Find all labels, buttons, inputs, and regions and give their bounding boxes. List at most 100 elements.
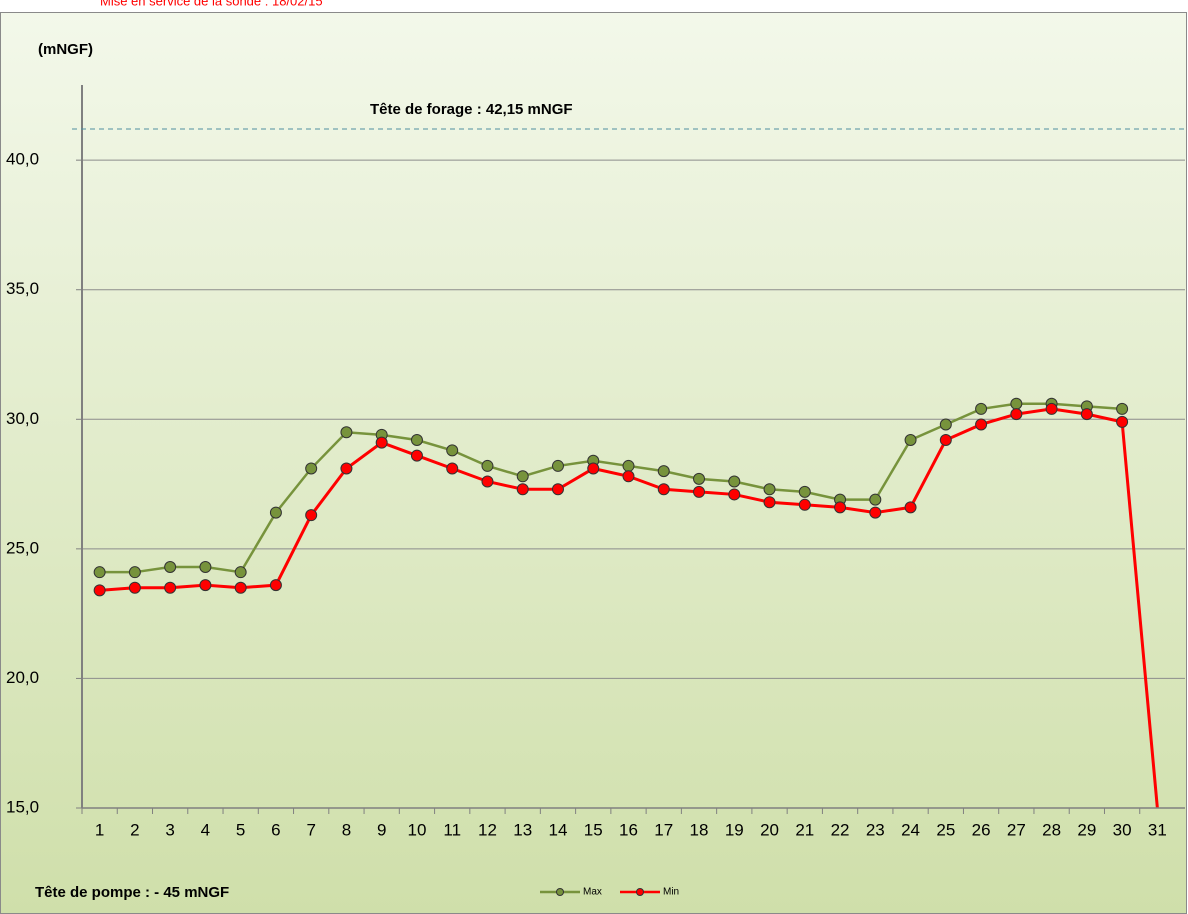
- marker: [904, 501, 917, 514]
- marker: [798, 485, 811, 498]
- x-tick-label: 12: [478, 820, 497, 839]
- x-tick-label: 4: [201, 820, 210, 839]
- x-tick-label: 31: [1148, 820, 1167, 839]
- x-tick-label: 26: [972, 820, 991, 839]
- x-tick-label: 19: [725, 820, 744, 839]
- y-unit: (mNGF): [38, 41, 93, 58]
- marker: [340, 426, 353, 439]
- marker: [939, 434, 952, 447]
- marker: [975, 418, 988, 431]
- y-tick-label: 30,0: [6, 409, 39, 428]
- series-line: [99, 402, 1123, 574]
- marker: [93, 566, 106, 579]
- marker: [481, 459, 494, 472]
- x-tick-label: 22: [831, 820, 850, 839]
- x-tick-label: 15: [584, 820, 603, 839]
- x-tick-label: 28: [1042, 820, 1061, 839]
- marker: [551, 459, 564, 472]
- marker: [975, 402, 988, 415]
- marker: [763, 496, 776, 509]
- marker: [869, 493, 882, 506]
- marker: [869, 506, 882, 519]
- x-tick-label: 18: [690, 820, 709, 839]
- marker: [904, 434, 917, 447]
- marker: [234, 566, 247, 579]
- marker: [234, 581, 247, 594]
- marker: [269, 506, 282, 519]
- marker: [1116, 415, 1129, 428]
- marker: [164, 581, 177, 594]
- marker: [305, 509, 318, 522]
- marker: [1010, 408, 1023, 421]
- x-tick-label: 8: [342, 820, 351, 839]
- x-tick-label: 13: [513, 820, 532, 839]
- marker: [199, 579, 212, 592]
- marker: [481, 475, 494, 488]
- marker: [128, 581, 141, 594]
- y-tick-label: 25,0: [6, 538, 39, 557]
- marker: [1045, 402, 1058, 415]
- x-tick-label: 25: [936, 820, 955, 839]
- legend-marker: [636, 888, 644, 896]
- x-tick-label: 24: [901, 820, 920, 839]
- marker: [446, 444, 459, 457]
- x-tick-label: 14: [549, 820, 568, 839]
- x-tick-label: 30: [1113, 820, 1132, 839]
- marker: [164, 561, 177, 573]
- marker: [939, 418, 952, 431]
- legend-label: Min: [663, 887, 679, 898]
- marker: [657, 465, 670, 478]
- header-note: Mise en service de la sonde : 18/02/15: [100, 0, 323, 8]
- x-tick-label: 16: [619, 820, 638, 839]
- x-tick-label: 11: [443, 820, 461, 839]
- marker: [375, 436, 388, 449]
- x-tick-label: 17: [654, 820, 673, 839]
- marker: [410, 449, 423, 462]
- marker: [798, 498, 811, 511]
- marker: [728, 488, 741, 501]
- annotation-top: Tête de forage : 42,15 mNGF: [370, 101, 573, 118]
- marker: [834, 501, 847, 514]
- marker: [693, 485, 706, 498]
- marker: [1010, 397, 1023, 410]
- legend-label: Max: [583, 887, 602, 898]
- x-tick-label: 20: [760, 820, 779, 839]
- marker: [305, 462, 318, 475]
- marker: [622, 459, 635, 472]
- marker: [446, 462, 459, 475]
- marker: [587, 462, 600, 475]
- marker: [551, 483, 564, 496]
- marker: [1116, 402, 1129, 415]
- x-tick-label: 2: [130, 820, 139, 839]
- x-tick-label: 27: [1007, 820, 1026, 839]
- marker: [657, 483, 670, 496]
- marker: [410, 434, 423, 447]
- marker: [728, 475, 741, 488]
- annotation-bottom: Tête de pompe : - 45 mNGF: [35, 884, 229, 901]
- marker: [128, 566, 141, 579]
- x-tick-label: 29: [1077, 820, 1096, 839]
- y-tick-label: 40,0: [6, 150, 39, 169]
- y-tick-label: 20,0: [6, 668, 39, 687]
- x-tick-label: 3: [165, 820, 174, 839]
- x-tick-label: 6: [271, 820, 280, 839]
- x-tick-label: 7: [306, 820, 315, 839]
- x-tick-label: 23: [866, 820, 885, 839]
- marker: [693, 472, 706, 485]
- x-tick-label: 5: [236, 820, 245, 839]
- x-tick-label: 21: [795, 820, 814, 839]
- marker: [763, 483, 776, 496]
- y-tick-label: 15,0: [6, 797, 39, 816]
- legend-marker: [556, 888, 564, 896]
- marker: [622, 470, 635, 483]
- x-tick-label: 10: [407, 820, 426, 839]
- marker: [516, 483, 529, 496]
- marker: [93, 584, 106, 597]
- marker: [516, 470, 529, 483]
- marker: [199, 561, 212, 573]
- y-tick-label: 35,0: [6, 279, 39, 298]
- marker: [1080, 408, 1093, 421]
- marker: [269, 579, 282, 592]
- x-tick-label: 1: [95, 820, 104, 839]
